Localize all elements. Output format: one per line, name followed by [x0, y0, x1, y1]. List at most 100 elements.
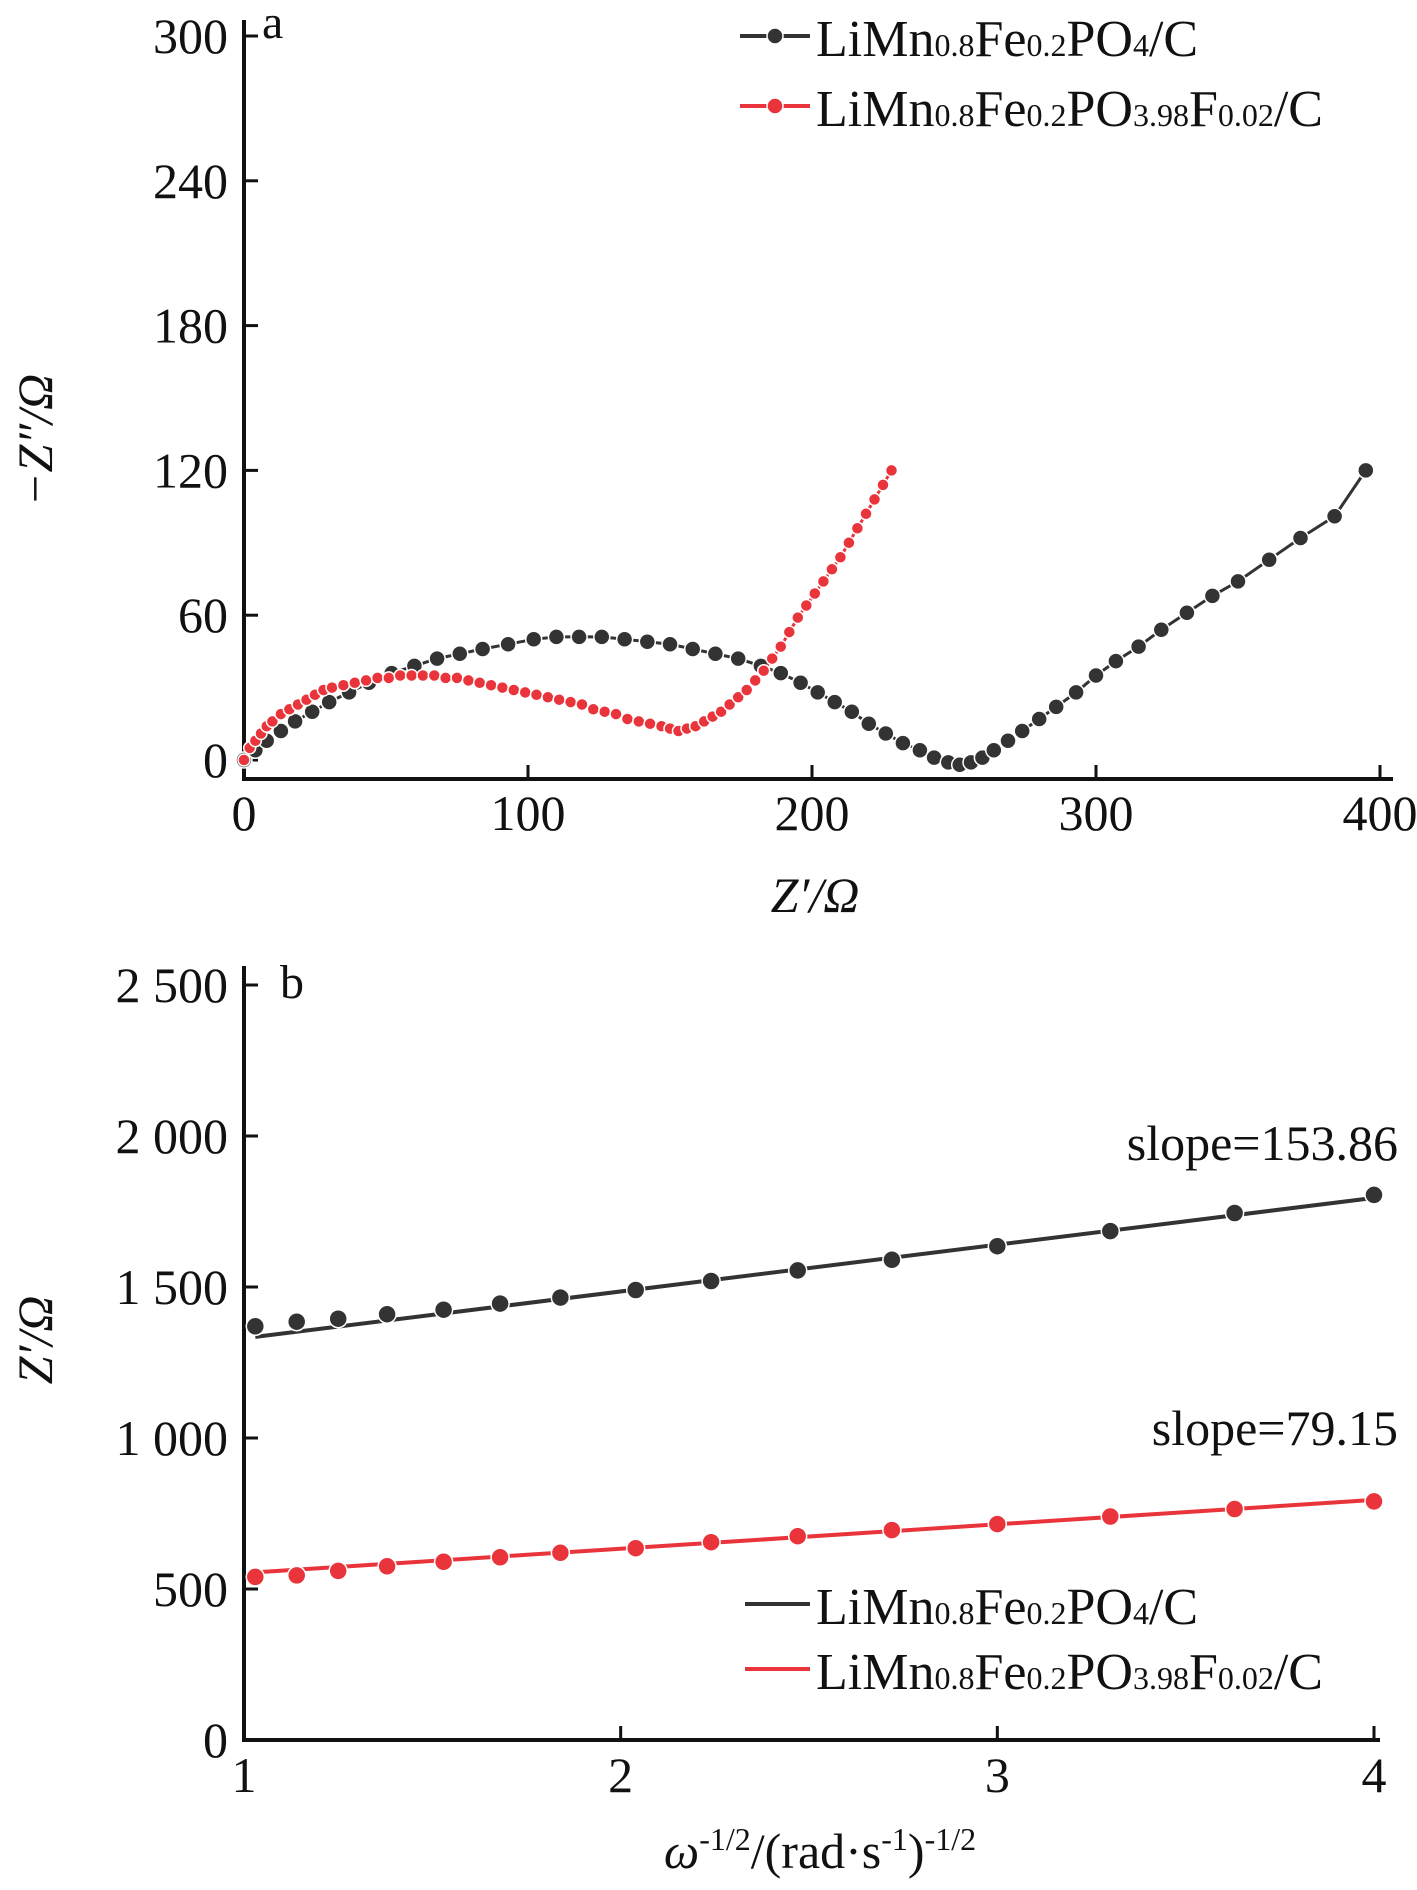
data-point-red: [782, 625, 797, 639]
fit-line-black: [255, 1195, 1375, 1339]
y-tick-label: 0: [203, 732, 228, 788]
data-point-black: [1087, 666, 1105, 685]
data-point-black: [570, 628, 588, 646]
data-point-black: [999, 731, 1017, 750]
data-point-black: [593, 628, 611, 646]
data-point-red: [1224, 1499, 1245, 1519]
data-point-black: [729, 649, 747, 668]
data-point-red: [472, 676, 487, 690]
panel-a-y-axis-title: −Z″/Ω: [7, 374, 63, 506]
data-point-red: [597, 704, 612, 719]
data-point-black: [433, 1299, 454, 1320]
y-tick-label: 240: [153, 153, 228, 209]
panel-b-chart: 1 2 3 4 0 500 1 000 1 500 2 000 2 500 b slope=153…: [7, 956, 1398, 1879]
data-point-red: [867, 492, 882, 507]
data-point-red: [884, 463, 899, 478]
data-point-red: [245, 1567, 266, 1587]
data-point-red: [359, 673, 373, 688]
legend-marker: [766, 27, 784, 45]
data-point-red: [987, 1514, 1008, 1534]
data-point-black: [877, 724, 895, 743]
data-point-black: [1224, 1203, 1245, 1223]
data-point-red: [799, 598, 814, 613]
data-point-black: [272, 722, 290, 740]
data-point-red: [609, 707, 623, 721]
data-point-red: [336, 678, 351, 692]
data-point-black: [825, 693, 844, 711]
legend-entry-label: LiMn0.8Fe0.2PO4/C: [816, 11, 1198, 68]
fit-line-red: [255, 1497, 1375, 1575]
data-point-black: [524, 630, 543, 649]
x-tick-label: 100: [491, 785, 566, 841]
x-tick-label: 200: [775, 785, 850, 841]
data-point-red: [850, 521, 865, 536]
data-point-black: [772, 664, 790, 682]
data-point-red: [529, 688, 544, 702]
data-point-black: [1107, 652, 1125, 670]
panel-a-label: a: [262, 0, 283, 49]
data-point-black: [1229, 572, 1247, 591]
data-point-black: [860, 715, 878, 733]
data-point-black: [303, 702, 321, 721]
data-point-black: [451, 645, 469, 663]
data-point-red: [731, 690, 745, 705]
data-point-black: [1100, 1221, 1121, 1241]
data-point-red: [450, 671, 464, 685]
panel-b-slope-annotation-black: slope=153.86: [1127, 1115, 1398, 1171]
data-point-red: [765, 651, 779, 666]
data-point-red: [808, 586, 822, 601]
data-point-black: [320, 693, 338, 711]
data-point-black: [843, 702, 861, 721]
data-point-black: [473, 640, 492, 658]
y-tick-label: 2 000: [116, 1108, 229, 1164]
data-point-black: [911, 741, 929, 760]
data-point-black: [791, 674, 810, 692]
data-point-black: [1047, 698, 1065, 716]
data-point-red: [507, 683, 521, 697]
data-point-red: [265, 714, 280, 729]
data-point-black: [615, 630, 634, 649]
legend-marker: [766, 97, 784, 115]
data-point-black: [706, 645, 725, 663]
panel-a-legend: LiMn0.8Fe0.2PO4/C LiMn0.8Fe0.2PO3.98F0.02…: [740, 11, 1323, 138]
data-point-black: [428, 649, 446, 668]
panel-b-marks: [245, 1185, 1384, 1587]
x-tick-label: 300: [1059, 785, 1134, 841]
data-point-red: [833, 550, 848, 565]
y-tick-label: 500: [153, 1561, 228, 1617]
panel-a-chart: 0 100 200 300 400 0 60 120 180 240 300 a Z′/Ω −Z″/…: [7, 0, 1417, 923]
data-point-red: [484, 678, 498, 692]
y-tick-label: 120: [153, 442, 228, 498]
data-point-red: [550, 1543, 571, 1563]
data-point-red: [882, 1520, 902, 1540]
data-point-black: [683, 640, 702, 658]
data-point-red: [370, 671, 385, 685]
x-tick-label: 0: [232, 785, 257, 841]
x-tick-label: 4: [1362, 1747, 1387, 1803]
data-point-red: [816, 574, 831, 589]
data-point-black: [1325, 507, 1344, 526]
data-point-black: [550, 1287, 571, 1308]
data-point-black: [894, 734, 912, 752]
data-point-red: [348, 676, 362, 690]
data-point-red: [876, 478, 890, 492]
data-point-black: [1013, 722, 1031, 740]
data-point-red: [791, 610, 805, 625]
panel-a-x-axis-title: Z′/Ω: [771, 867, 860, 923]
data-point-black: [1152, 620, 1171, 639]
data-point-black: [987, 1236, 1008, 1256]
panel-b-slope-annotation-red: slope=79.15: [1152, 1400, 1398, 1456]
data-point-black: [1030, 710, 1048, 728]
data-point-black: [1291, 529, 1310, 547]
data-point-red: [328, 1561, 348, 1581]
data-point-red: [722, 697, 737, 712]
data-point-black: [490, 1293, 510, 1314]
panel-b-x-axis-title: ω-1/2/(rad·s-1)-1/2: [664, 1821, 976, 1879]
data-point-red: [495, 680, 510, 695]
x-tick-label: 2: [608, 1747, 633, 1803]
data-point-red: [1100, 1506, 1121, 1527]
data-point-red: [643, 717, 657, 731]
data-point-red: [701, 1532, 721, 1552]
data-point-red: [382, 671, 396, 685]
y-tick-label: 1 000: [116, 1410, 229, 1466]
